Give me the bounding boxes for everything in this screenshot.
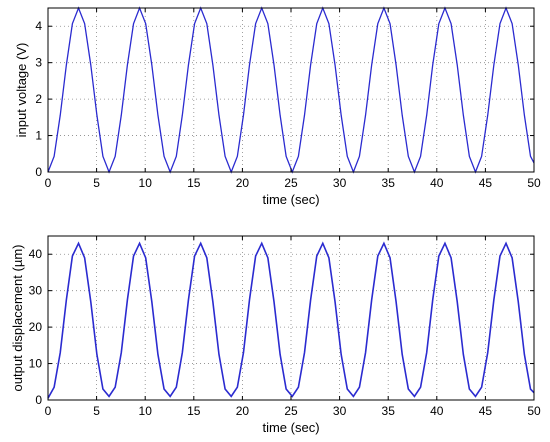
output-displacement-x-tick-label: 35	[382, 404, 396, 418]
output-displacement-y-axis-label: output displacement (µm)	[10, 245, 25, 392]
output-displacement-x-tick-label: 30	[333, 404, 347, 418]
input-voltage-y-tick-label: 4	[35, 19, 42, 33]
output-displacement-x-tick-label: 25	[284, 404, 298, 418]
output-displacement-y-tick-label: 0	[35, 393, 42, 407]
output-displacement-y-tick-label: 20	[29, 320, 43, 334]
input-voltage-y-tick-label: 1	[35, 129, 42, 143]
output-displacement-x-tick-label: 50	[527, 404, 541, 418]
output-displacement-x-tick-label: 5	[93, 404, 100, 418]
input-voltage-x-tick-label: 10	[139, 176, 153, 190]
input-voltage-y-axis-label: input voltage (V)	[14, 43, 29, 138]
input-voltage-x-tick-label: 35	[382, 176, 396, 190]
output-displacement-y-tick-label: 10	[29, 357, 43, 371]
input-voltage-x-axis-label: time (sec)	[262, 192, 319, 207]
input-voltage-y-tick-label: 2	[35, 92, 42, 106]
output-displacement-grid	[48, 236, 534, 400]
output-displacement-x-tick-label: 10	[139, 404, 153, 418]
input-voltage-x-tick-label: 50	[527, 176, 541, 190]
input-voltage-grid	[48, 8, 534, 172]
output-displacement-plot: 0 5 10 15 20 25 30 35 40 45 50 0 10 20 30 40 time (sec…	[10, 235, 541, 435]
output-displacement-x-tick-label: 20	[236, 404, 250, 418]
input-voltage-x-tick-label: 40	[430, 176, 444, 190]
input-voltage-y-tick-label: 0	[35, 165, 42, 179]
output-displacement-x-tick-label: 45	[479, 404, 493, 418]
input-voltage-x-tick-label: 0	[45, 176, 52, 190]
output-displacement-x-tick-label: 15	[187, 404, 201, 418]
output-displacement-y-tick-label: 30	[29, 284, 43, 298]
output-displacement-y-tick-label: 40	[29, 247, 43, 261]
output-displacement-x-tick-label: 40	[430, 404, 444, 418]
input-voltage-x-tick-label: 30	[333, 176, 347, 190]
output-displacement-x-axis-label: time (sec)	[262, 420, 319, 435]
output-displacement-line	[47, 241, 535, 399]
output-displacement-x-tick-label: 0	[45, 404, 52, 418]
input-voltage-x-tick-label: 15	[187, 176, 201, 190]
input-voltage-x-tick-label: 5	[93, 176, 100, 190]
input-voltage-x-tick-label: 20	[236, 176, 250, 190]
input-voltage-x-tick-label: 45	[479, 176, 493, 190]
output-displacement-x-ticks: 0 5 10 15 20 25 30 35 40 45 50	[45, 236, 541, 418]
input-voltage-y-tick-label: 3	[35, 56, 42, 70]
input-voltage-x-ticks: 0 5 10 15 20 25 30 35 40 45 50	[45, 8, 541, 190]
output-displacement-y-ticks: 0 10 20 30 40	[29, 247, 534, 407]
input-voltage-x-tick-label: 25	[284, 176, 298, 190]
input-voltage-y-ticks: 0 1 2 3 4	[35, 19, 534, 179]
input-voltage-plot: 0 5 10 15 20 25 30 35 40 45 50 0 1 2 3 4 time (sec) in…	[14, 6, 541, 207]
